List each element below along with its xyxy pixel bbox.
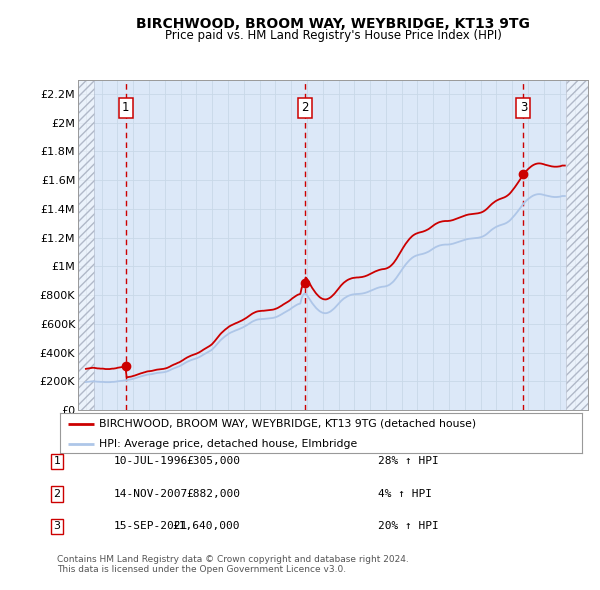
Text: 3: 3 (520, 101, 527, 114)
Text: 1: 1 (53, 457, 61, 466)
Text: £305,000: £305,000 (186, 457, 240, 466)
Text: Contains HM Land Registry data © Crown copyright and database right 2024.
This d: Contains HM Land Registry data © Crown c… (57, 555, 409, 574)
Text: BIRCHWOOD, BROOM WAY, WEYBRIDGE, KT13 9TG (detached house): BIRCHWOOD, BROOM WAY, WEYBRIDGE, KT13 9T… (99, 419, 476, 429)
Text: 28% ↑ HPI: 28% ↑ HPI (378, 457, 439, 466)
Text: 20% ↑ HPI: 20% ↑ HPI (378, 522, 439, 531)
Text: £882,000: £882,000 (186, 489, 240, 499)
Text: 14-NOV-2007: 14-NOV-2007 (114, 489, 188, 499)
Text: 2: 2 (301, 101, 308, 114)
Text: 1: 1 (122, 101, 130, 114)
Text: 2: 2 (53, 489, 61, 499)
Text: 4% ↑ HPI: 4% ↑ HPI (378, 489, 432, 499)
Text: 10-JUL-1996: 10-JUL-1996 (114, 457, 188, 466)
Text: Price paid vs. HM Land Registry's House Price Index (HPI): Price paid vs. HM Land Registry's House … (164, 30, 502, 42)
Text: HPI: Average price, detached house, Elmbridge: HPI: Average price, detached house, Elmb… (99, 439, 358, 449)
Text: £1,640,000: £1,640,000 (173, 522, 240, 531)
Text: 3: 3 (53, 522, 61, 531)
Text: BIRCHWOOD, BROOM WAY, WEYBRIDGE, KT13 9TG: BIRCHWOOD, BROOM WAY, WEYBRIDGE, KT13 9T… (136, 17, 530, 31)
Text: 15-SEP-2021: 15-SEP-2021 (114, 522, 188, 531)
